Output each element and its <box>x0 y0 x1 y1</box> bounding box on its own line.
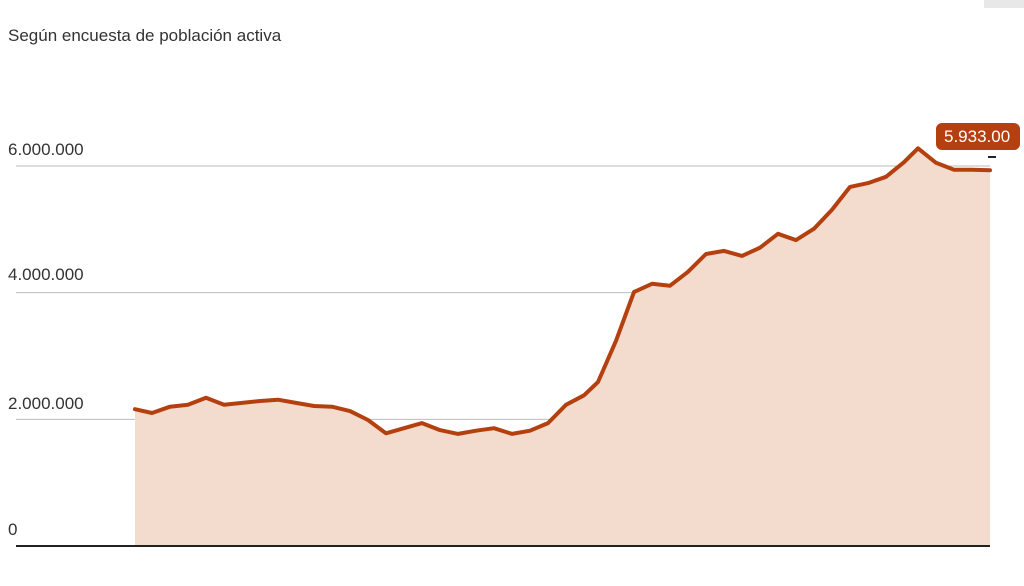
y-tick-4m: 4.000.000 <box>8 265 84 284</box>
data-line <box>133 146 992 436</box>
y-tick-6m: 6.000.000 <box>8 140 84 159</box>
chart-subtitle: Según encuesta de población activa <box>8 26 282 45</box>
area-fill <box>135 148 990 547</box>
value-callout: 5.933.00 <box>936 123 1021 150</box>
y-tick-0: 0 <box>8 520 18 539</box>
logo-icon <box>984 0 1024 8</box>
y-tick-2m: 2.000.000 <box>8 394 84 413</box>
x-axis-labels-cut <box>0 566 1024 586</box>
